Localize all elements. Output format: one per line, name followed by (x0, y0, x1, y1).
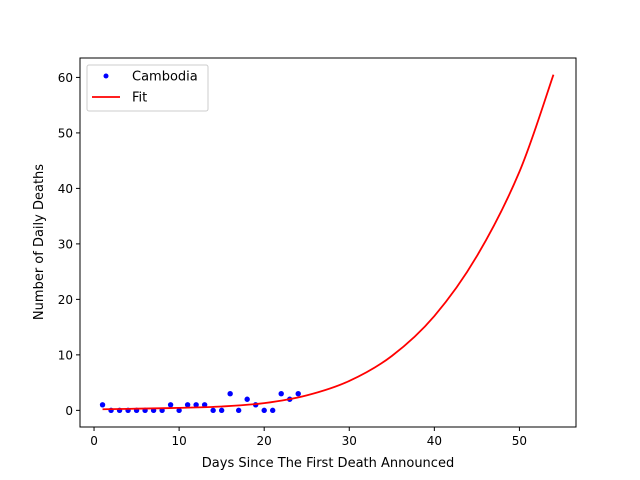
legend-marker-cambodia (103, 73, 109, 79)
data-point (278, 391, 284, 397)
y-axis-ticks: 0 10 20 30 40 50 60 (58, 71, 80, 418)
y-tick-label: 40 (58, 182, 73, 196)
data-point (295, 391, 301, 397)
x-axis-ticks: 0 10 20 30 40 50 (90, 427, 527, 448)
x-axis-label: Days Since The First Death Announced (202, 456, 454, 471)
y-tick-label: 10 (58, 348, 73, 362)
data-point (193, 402, 199, 408)
x-tick-label: 20 (257, 434, 272, 448)
x-tick-label: 40 (427, 434, 442, 448)
data-point (244, 396, 250, 402)
y-tick-label: 20 (58, 293, 73, 307)
legend-box (86, 64, 209, 112)
data-point (210, 407, 216, 414)
data-point (201, 402, 208, 408)
y-tick-label: 50 (58, 126, 73, 140)
y-tick-label: 0 (65, 404, 73, 418)
legend-label-cambodia: Cambodia (132, 70, 198, 85)
plot-area (99, 74, 555, 414)
data-point (235, 407, 242, 414)
data-point (261, 407, 267, 414)
x-tick-label: 30 (342, 434, 357, 448)
fit-line (102, 74, 555, 411)
x-tick-label: 0 (90, 434, 98, 448)
data-point (167, 402, 174, 408)
axes-frame (79, 57, 577, 428)
y-tick-label: 60 (58, 71, 73, 85)
data-point (176, 407, 182, 414)
y-axis-label: Number of Daily Deaths (32, 164, 47, 320)
legend: Cambodia Fit (86, 64, 209, 112)
data-point (218, 407, 225, 414)
data-point (184, 402, 191, 408)
x-tick-label: 10 (171, 434, 186, 448)
data-point (227, 391, 233, 397)
data-point (99, 402, 106, 408)
y-tick-label: 30 (58, 237, 73, 251)
data-point (269, 407, 276, 414)
x-tick-label: 50 (512, 434, 527, 448)
legend-label-fit: Fit (132, 91, 147, 106)
